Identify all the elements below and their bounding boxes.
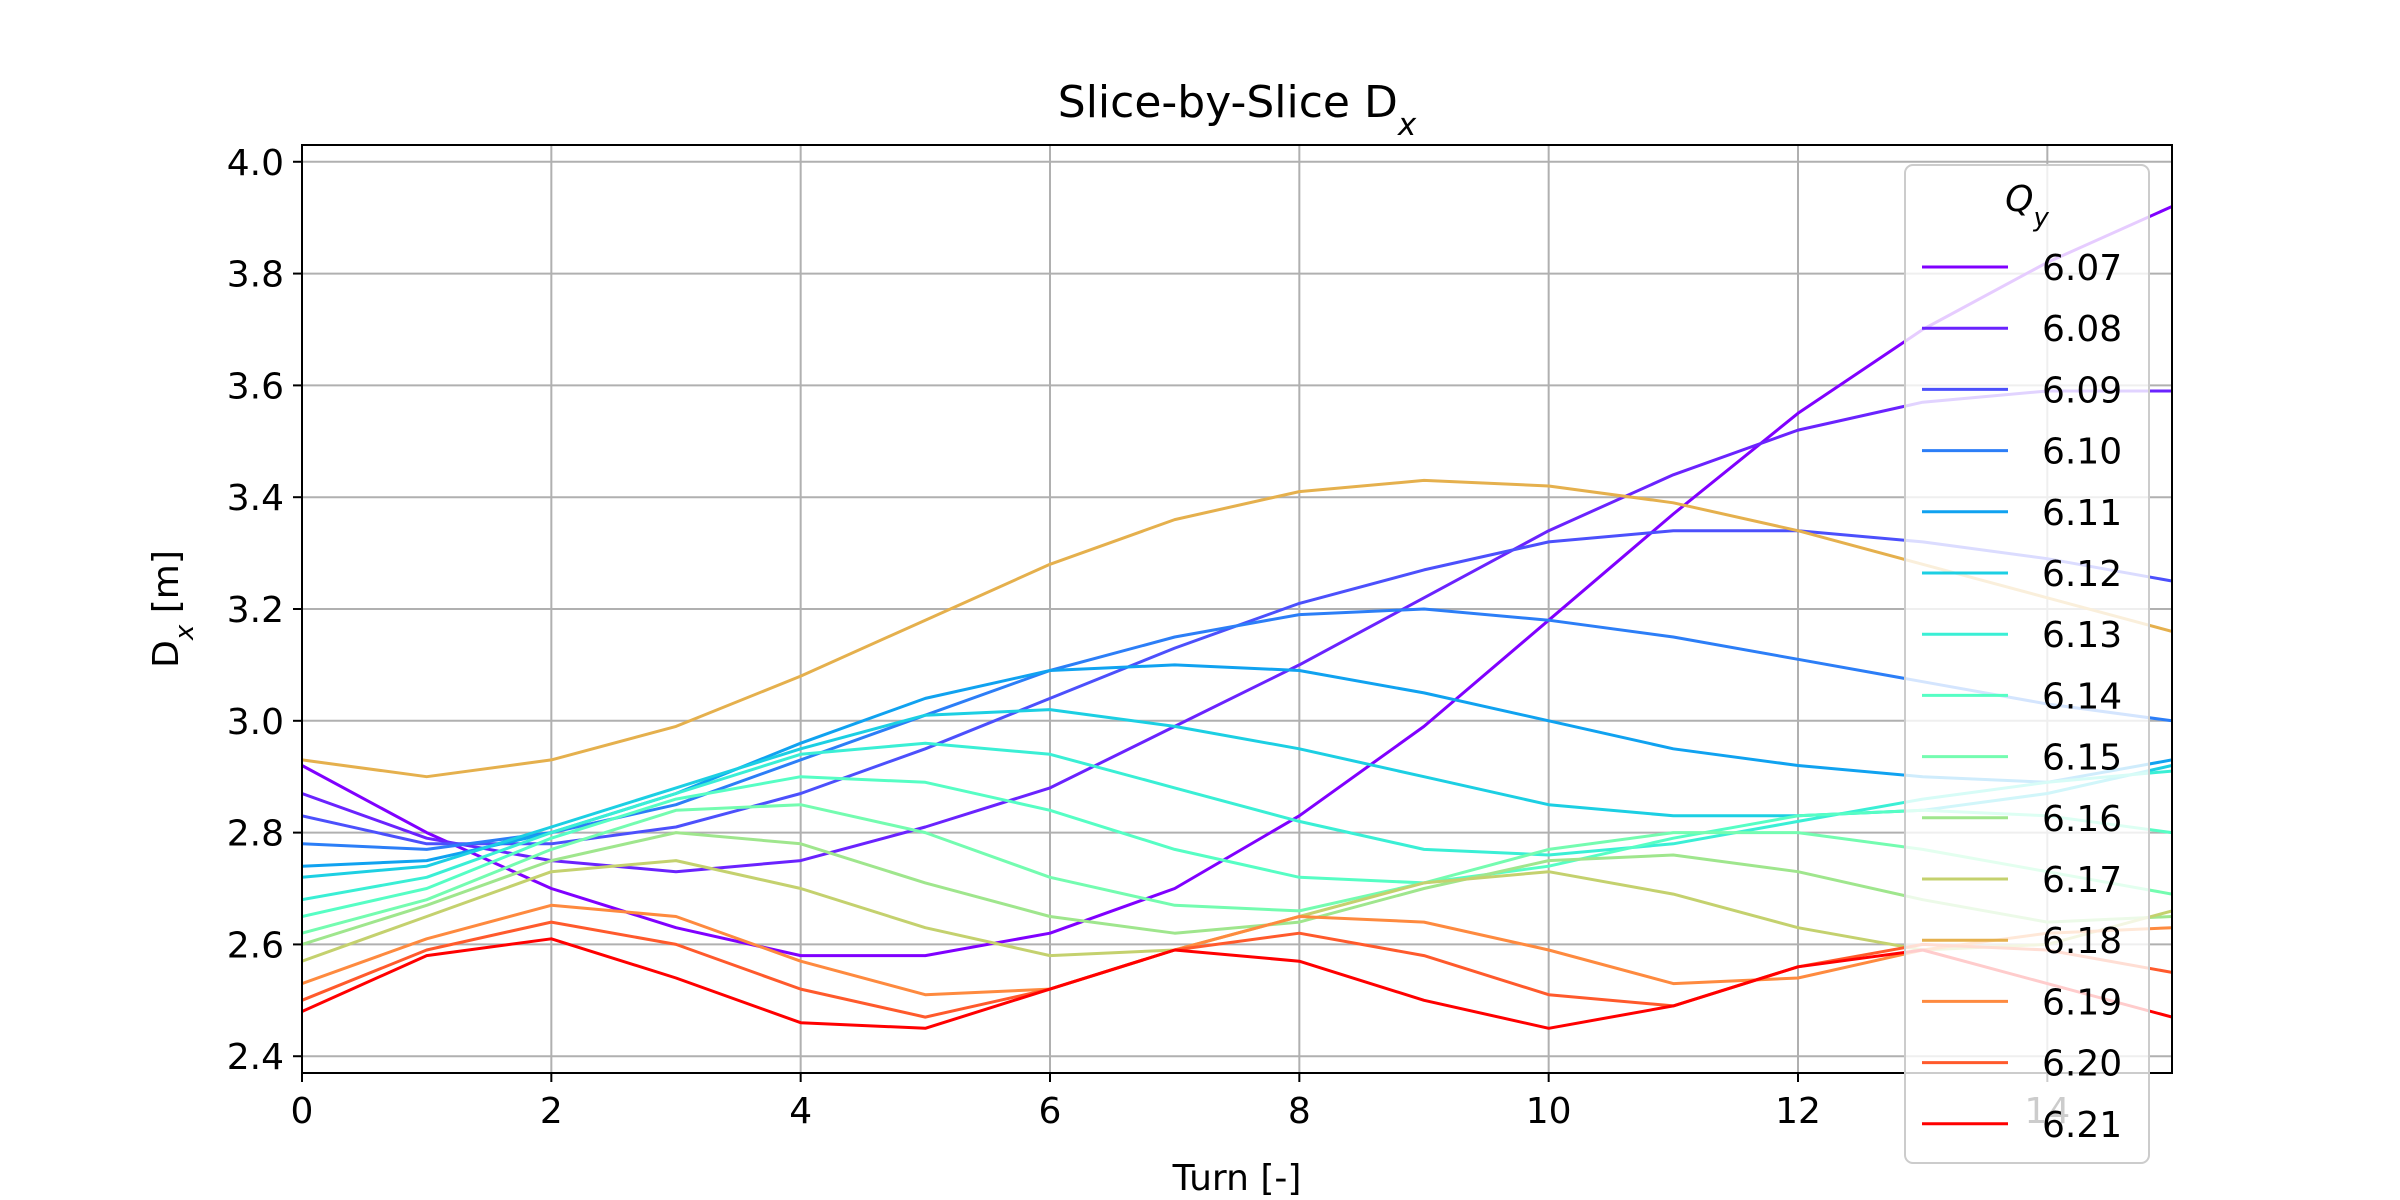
legend-label: 6.18	[2042, 921, 2122, 962]
y-tick-label: 2.4	[227, 1037, 284, 1078]
series-line-6.19	[302, 903, 2172, 997]
legend-label: 6.16	[2042, 799, 2122, 840]
y-tick-label: 3.4	[227, 478, 284, 519]
series-line-6.20	[302, 920, 2172, 1019]
series-line-6.13	[302, 741, 2172, 902]
legend-label: 6.12	[2042, 554, 2122, 595]
legend-label: 6.11	[2042, 493, 2122, 534]
series-line-6.07	[302, 205, 2172, 958]
x-tick-label: 12	[1775, 1091, 1821, 1132]
legend-label: 6.21	[2042, 1105, 2122, 1146]
legend-label: 6.10	[2042, 432, 2122, 473]
legend-label: 6.20	[2042, 1044, 2122, 1085]
x-tick-label: 2	[540, 1091, 563, 1132]
legend-title: Qy	[2005, 179, 2049, 233]
series-line-6.16	[302, 831, 2172, 946]
y-tick-label: 2.6	[227, 925, 284, 966]
y-axis-label: Dx [m]	[146, 550, 200, 668]
x-tick-label: 4	[789, 1091, 812, 1132]
legend-label: 6.07	[2042, 248, 2122, 289]
x-axis-label: Turn [-]	[1172, 1158, 1302, 1199]
y-tick-label: 3.2	[227, 590, 284, 631]
legend-label: 6.19	[2042, 982, 2122, 1023]
y-tick-label: 3.8	[227, 255, 284, 296]
y-tick-label: 2.8	[227, 814, 284, 855]
legend-label: 6.14	[2042, 676, 2122, 717]
series-line-6.18	[302, 478, 2172, 779]
legend-label: 6.17	[2042, 860, 2122, 901]
y-tick-label: 4.0	[227, 143, 284, 184]
series-line-6.15	[302, 803, 2172, 935]
series-line-6.21	[302, 937, 2172, 1030]
y-tick-label: 3.0	[227, 702, 284, 743]
legend-label: 6.08	[2042, 309, 2122, 350]
chart-title: Slice-by-Slice Dx	[1058, 77, 1417, 143]
series-lines	[302, 205, 2172, 1030]
legend: Qy 6.076.086.096.106.116.126.136.146.156…	[1904, 164, 2150, 1164]
series-line-6.14	[302, 775, 2172, 918]
x-tick-label: 10	[1526, 1091, 1572, 1132]
y-tick-label: 3.6	[227, 366, 284, 407]
legend-label: 6.15	[2042, 738, 2122, 779]
x-tick-label: 8	[1288, 1091, 1311, 1132]
legend-entries: 6.07 6.08 6.09 6.10 6.11 6.12 6.13 6.14 6.15 6.16…	[1922, 248, 2122, 1146]
x-tick-label: 0	[291, 1091, 314, 1132]
legend-label: 6.09	[2042, 370, 2122, 411]
x-tick-label: 6	[1039, 1091, 1062, 1132]
legend-label: 6.13	[2042, 615, 2122, 656]
legend-box	[1904, 164, 2150, 1164]
